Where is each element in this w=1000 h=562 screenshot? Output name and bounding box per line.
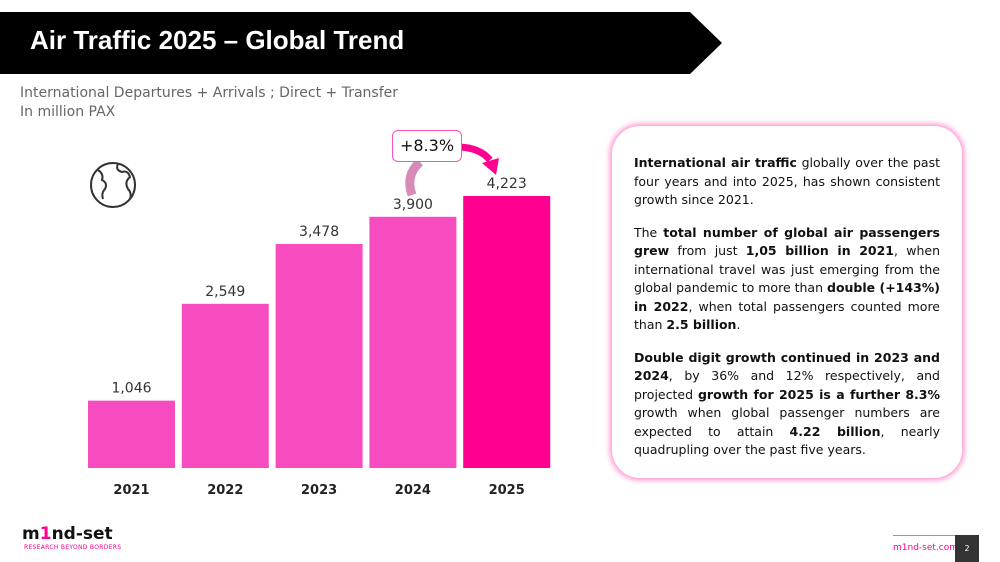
- growth-arrow-head: [482, 158, 499, 175]
- logo-tagline: RESEARCH BEYOND BORDERS: [24, 544, 122, 551]
- footer-url[interactable]: m1nd-set.com: [893, 543, 958, 553]
- subtitle: International Departures + Arrivals ; Di…: [20, 84, 398, 122]
- logo: m1nd-set: [22, 524, 113, 544]
- footer-divider: [893, 535, 955, 536]
- bar-2023: [275, 243, 363, 468]
- bar-2025: [463, 196, 551, 468]
- data-label: 1,046: [111, 381, 151, 397]
- panel-paragraph: The total number of global air passenger…: [634, 224, 941, 333]
- page-number: 2: [955, 535, 979, 562]
- data-label: 3,478: [299, 224, 339, 240]
- growth-arrow: [459, 143, 493, 163]
- bar-chart: 1,046 2021 2,549 2022 3,478 2023 3,900 2024 4,22…: [88, 143, 551, 498]
- data-label: 3,900: [393, 197, 433, 213]
- x-tick-label: 2025: [489, 483, 525, 498]
- page-title: Air Traffic 2025 – Global Trend: [30, 25, 405, 55]
- subtitle-line-2: In million PAX: [20, 104, 116, 120]
- growth-arrow-tail: [405, 158, 424, 197]
- x-tick-label: 2021: [113, 483, 149, 498]
- data-label: 4,223: [487, 176, 527, 192]
- data-label: 2,549: [205, 284, 245, 300]
- x-tick-label: 2022: [207, 483, 243, 498]
- x-tick-label: 2023: [301, 483, 337, 498]
- x-tick-label: 2024: [395, 483, 431, 498]
- bar-2022: [181, 303, 269, 468]
- title-bar: Air Traffic 2025 – Global Trend: [0, 12, 722, 74]
- bar-2024: [369, 216, 457, 468]
- panel-paragraph: Double digit growth continued in 2023 an…: [634, 349, 941, 458]
- growth-annotation: +8.3%: [392, 130, 462, 162]
- globe-icon: [90, 162, 136, 208]
- subtitle-line-1: International Departures + Arrivals ; Di…: [20, 85, 399, 101]
- panel-paragraph: International air traffic globally over …: [634, 155, 940, 207]
- summary-panel: International air traffic globally over …: [612, 126, 962, 478]
- bar-2021: [88, 400, 175, 468]
